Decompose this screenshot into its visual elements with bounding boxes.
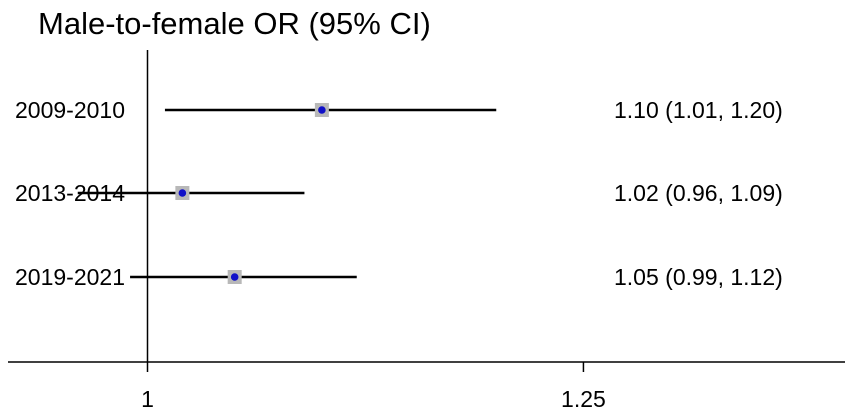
row-category-label: 2019-2021 xyxy=(15,264,125,290)
estimate-label: 1.05 (0.99, 1.12) xyxy=(614,264,783,290)
point-estimate xyxy=(178,189,187,197)
estimate-label: 1.02 (0.96, 1.09) xyxy=(614,180,783,206)
forest-rows: 2009-2010 1.10 (1.01, 1.20) 2013-2014 1.02 … xyxy=(15,97,783,290)
x-axis-ticks: 1 1.25 xyxy=(141,362,606,412)
chart-title: Male-to-female OR (95% CI) xyxy=(38,6,431,41)
forest-row: 2019-2021 1.05 (0.99, 1.12) xyxy=(15,264,783,290)
row-category-label: 2009-2010 xyxy=(15,97,125,123)
point-estimate xyxy=(318,106,326,114)
forest-row: 2013-2014 1.02 (0.96, 1.09) xyxy=(15,180,783,206)
point-estimate xyxy=(230,273,239,281)
estimate-label: 1.10 (1.01, 1.20) xyxy=(614,97,783,123)
x-tick-label: 1 xyxy=(141,386,154,412)
x-tick-label: 1.25 xyxy=(561,386,606,412)
forest-row: 2009-2010 1.10 (1.01, 1.20) xyxy=(15,97,783,123)
